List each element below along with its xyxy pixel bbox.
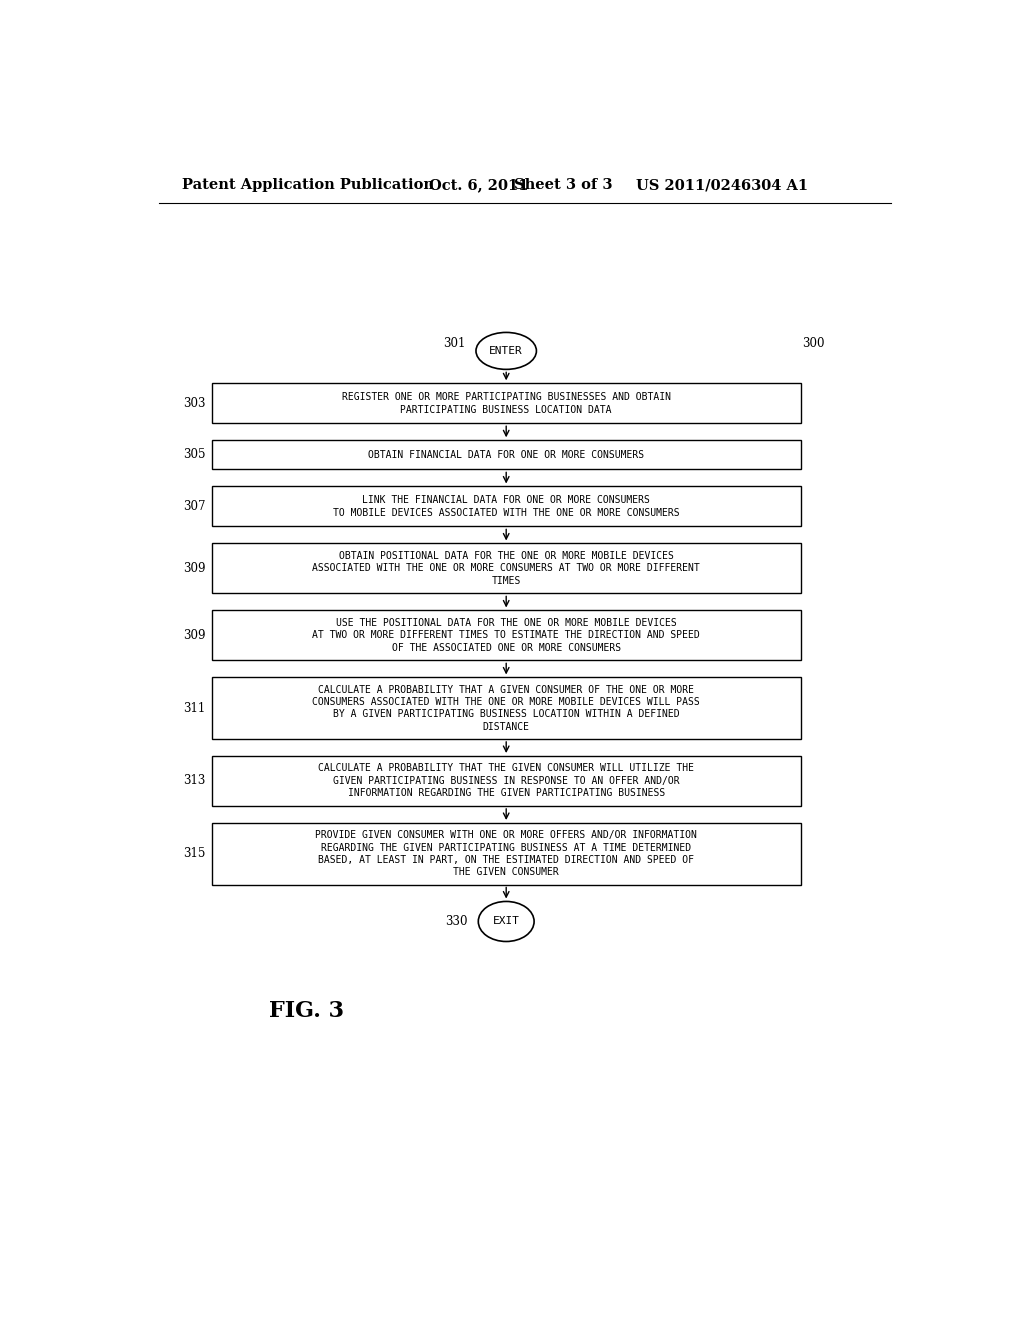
Text: THE GIVEN CONSUMER: THE GIVEN CONSUMER: [454, 867, 559, 878]
Text: Patent Application Publication: Patent Application Publication: [182, 178, 434, 193]
Bar: [212, 383, 801, 424]
Text: TIMES: TIMES: [492, 576, 521, 586]
Text: TO MOBILE DEVICES ASSOCIATED WITH THE ONE OR MORE CONSUMERS: TO MOBILE DEVICES ASSOCIATED WITH THE ON…: [333, 508, 680, 519]
Text: 307: 307: [183, 500, 206, 513]
Text: REGISTER ONE OR MORE PARTICIPATING BUSINESSES AND OBTAIN: REGISTER ONE OR MORE PARTICIPATING BUSIN…: [342, 392, 671, 401]
Text: 315: 315: [183, 847, 206, 861]
Text: 309: 309: [183, 562, 206, 576]
Text: 309: 309: [183, 628, 206, 642]
Text: GIVEN PARTICIPATING BUSINESS IN RESPONSE TO AN OFFER AND/OR: GIVEN PARTICIPATING BUSINESS IN RESPONSE…: [333, 776, 680, 785]
Text: BY A GIVEN PARTICIPATING BUSINESS LOCATION WITHIN A DEFINED: BY A GIVEN PARTICIPATING BUSINESS LOCATI…: [333, 709, 680, 719]
Bar: [212, 441, 801, 470]
Text: 330: 330: [445, 915, 467, 928]
Text: OBTAIN FINANCIAL DATA FOR ONE OR MORE CONSUMERS: OBTAIN FINANCIAL DATA FOR ONE OR MORE CO…: [369, 450, 644, 459]
Text: BASED, AT LEAST IN PART, ON THE ESTIMATED DIRECTION AND SPEED OF: BASED, AT LEAST IN PART, ON THE ESTIMATE…: [318, 855, 694, 865]
Text: PROVIDE GIVEN CONSUMER WITH ONE OR MORE OFFERS AND/OR INFORMATION: PROVIDE GIVEN CONSUMER WITH ONE OR MORE …: [315, 830, 697, 841]
Bar: [212, 610, 801, 660]
Text: 303: 303: [183, 397, 206, 409]
Bar: [212, 677, 801, 739]
Text: CALCULATE A PROBABILITY THAT A GIVEN CONSUMER OF THE ONE OR MORE: CALCULATE A PROBABILITY THAT A GIVEN CON…: [318, 685, 694, 694]
Text: ASSOCIATED WITH THE ONE OR MORE CONSUMERS AT TWO OR MORE DIFFERENT: ASSOCIATED WITH THE ONE OR MORE CONSUMER…: [312, 564, 700, 573]
Bar: [212, 487, 801, 527]
Bar: [212, 544, 801, 594]
Bar: [212, 822, 801, 884]
Text: CONSUMERS ASSOCIATED WITH THE ONE OR MORE MOBILE DEVICES WILL PASS: CONSUMERS ASSOCIATED WITH THE ONE OR MOR…: [312, 697, 700, 708]
Text: 313: 313: [183, 775, 206, 788]
Text: Oct. 6, 2011: Oct. 6, 2011: [429, 178, 528, 193]
Bar: [212, 756, 801, 807]
Text: ENTER: ENTER: [489, 346, 523, 356]
Text: CALCULATE A PROBABILITY THAT THE GIVEN CONSUMER WILL UTILIZE THE: CALCULATE A PROBABILITY THAT THE GIVEN C…: [318, 763, 694, 774]
Text: OF THE ASSOCIATED ONE OR MORE CONSUMERS: OF THE ASSOCIATED ONE OR MORE CONSUMERS: [391, 643, 621, 653]
Text: USE THE POSITIONAL DATA FOR THE ONE OR MORE MOBILE DEVICES: USE THE POSITIONAL DATA FOR THE ONE OR M…: [336, 618, 677, 628]
Text: EXIT: EXIT: [493, 916, 520, 927]
Text: Sheet 3 of 3: Sheet 3 of 3: [514, 178, 612, 193]
Text: INFORMATION REGARDING THE GIVEN PARTICIPATING BUSINESS: INFORMATION REGARDING THE GIVEN PARTICIP…: [347, 788, 665, 799]
Text: OBTAIN POSITIONAL DATA FOR THE ONE OR MORE MOBILE DEVICES: OBTAIN POSITIONAL DATA FOR THE ONE OR MO…: [339, 550, 674, 561]
Text: DISTANCE: DISTANCE: [482, 722, 529, 731]
Text: AT TWO OR MORE DIFFERENT TIMES TO ESTIMATE THE DIRECTION AND SPEED: AT TWO OR MORE DIFFERENT TIMES TO ESTIMA…: [312, 631, 700, 640]
Text: 305: 305: [183, 449, 206, 462]
Text: LINK THE FINANCIAL DATA FOR ONE OR MORE CONSUMERS: LINK THE FINANCIAL DATA FOR ONE OR MORE …: [362, 495, 650, 504]
Text: PARTICIPATING BUSINESS LOCATION DATA: PARTICIPATING BUSINESS LOCATION DATA: [400, 405, 612, 414]
Text: 301: 301: [443, 337, 466, 350]
Text: REGARDING THE GIVEN PARTICIPATING BUSINESS AT A TIME DETERMINED: REGARDING THE GIVEN PARTICIPATING BUSINE…: [322, 842, 691, 853]
Text: 300: 300: [802, 337, 824, 350]
Text: US 2011/0246304 A1: US 2011/0246304 A1: [636, 178, 808, 193]
Text: 311: 311: [183, 702, 206, 714]
Text: FIG. 3: FIG. 3: [268, 999, 344, 1022]
